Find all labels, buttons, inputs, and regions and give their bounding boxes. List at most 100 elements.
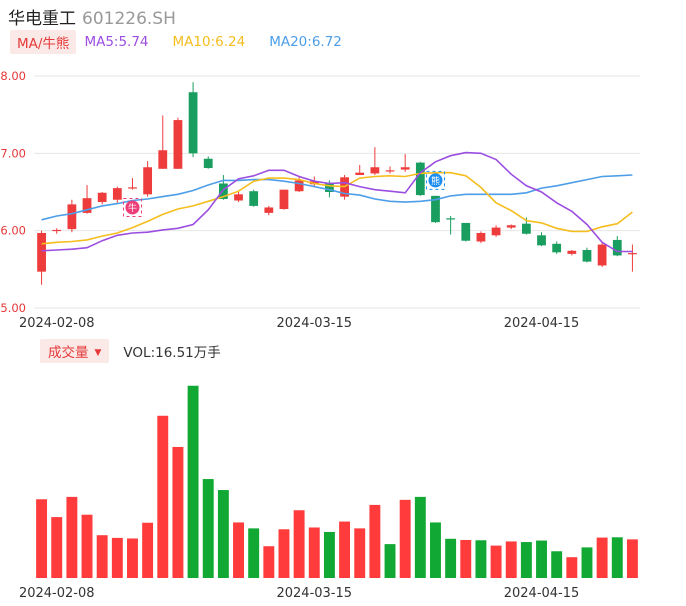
candle-body (325, 182, 334, 192)
candle-body (264, 207, 274, 213)
volume-indicator-dropdown[interactable]: 成交量 ▼ (40, 339, 110, 363)
candle-body (37, 232, 46, 272)
y-tick-label: 8.00 (0, 69, 26, 83)
volume-bar (384, 544, 396, 578)
volume-bar (142, 522, 154, 578)
stock-code: 601226.SH (82, 9, 176, 29)
x-tick-label: 2024-02-08 (19, 316, 95, 331)
candle-body (612, 239, 622, 256)
volume-bar (66, 496, 78, 578)
volume-bar (187, 385, 199, 578)
volume-bar (581, 547, 593, 578)
candle-body (279, 189, 289, 210)
volume-bar (233, 522, 244, 578)
candle-body (476, 232, 486, 242)
candle-body (67, 204, 77, 230)
candle-body (385, 170, 395, 172)
volume-bar (217, 490, 229, 578)
candle-body (446, 218, 456, 220)
candle-body (537, 235, 546, 246)
candle-body (567, 250, 577, 254)
candle-body (355, 172, 365, 175)
candle-body (521, 223, 531, 234)
volume-bar (308, 527, 320, 578)
volume-bar (81, 514, 93, 578)
candle-body (628, 253, 637, 255)
candle-body (431, 195, 440, 223)
y-tick-label: 7.00 (0, 146, 26, 160)
volume-bar (611, 537, 623, 578)
volume-x-tick-label: 2024-04-15 (504, 586, 580, 601)
stock-title: 华电重工 601226.SH (8, 4, 176, 29)
y-tick-label: 5.00 (0, 301, 26, 315)
candle-body (188, 92, 198, 154)
volume-bar (490, 545, 502, 578)
volume-legend: 成交量 ▼ VOL:16.51万手 (40, 339, 221, 363)
volume-bar (278, 529, 290, 578)
candle-body (506, 225, 516, 228)
candle-body (582, 250, 592, 262)
ma-toggle-button[interactable]: MA/牛熊 (10, 30, 77, 54)
candle-body (234, 194, 243, 201)
volume-bar (551, 551, 563, 578)
svg-text:牛: 牛 (128, 202, 137, 214)
volume-bar (293, 510, 305, 578)
volume-value: VOL:16.51万手 (123, 345, 221, 361)
volume-bar (566, 557, 578, 578)
ma20-line (41, 174, 633, 221)
candle-body (97, 192, 107, 203)
candle-body (218, 183, 228, 199)
candle-body (128, 187, 137, 189)
svg-text:熊: 熊 (431, 175, 440, 187)
x-tick-label: 2024-03-15 (276, 316, 352, 331)
candle-body (203, 158, 213, 169)
volume-bar (96, 535, 108, 578)
candle-body (552, 243, 562, 253)
candle-body (415, 162, 425, 196)
volume-bar (339, 521, 351, 578)
candle-body (82, 198, 92, 213)
volume-bar (354, 528, 366, 578)
candle-body (158, 150, 168, 169)
caret-down-icon: ▼ (94, 348, 102, 358)
candle-body (52, 229, 62, 232)
candle-body (491, 227, 501, 236)
volume-bar (323, 531, 335, 578)
bull-marker-icon: 牛 (122, 197, 142, 217)
candle-body (400, 167, 410, 170)
volume-bar (248, 528, 260, 578)
volume-bar (414, 496, 426, 578)
candle-body (294, 180, 304, 192)
volume-bar (505, 541, 517, 578)
volume-x-tick-label: 2024-02-08 (19, 586, 95, 601)
candle-body (370, 167, 380, 174)
stock-name: 华电重工 (8, 9, 76, 29)
ma10-label: MA10:6.24 (172, 34, 246, 50)
volume-bar (36, 499, 48, 578)
volume-x-tick-label: 2024-03-15 (276, 586, 352, 601)
volume-bar (460, 539, 472, 578)
ma5-label: MA5:5.74 (84, 34, 149, 50)
volume-bar (172, 446, 184, 578)
volume-bar (596, 537, 608, 578)
candle-body (249, 191, 259, 206)
volume-bar (430, 522, 441, 578)
candle-body (112, 188, 122, 200)
volume-bar (263, 546, 275, 578)
ma10-line (41, 171, 633, 245)
ma5-line (41, 151, 633, 253)
volume-bar (111, 537, 123, 578)
candle-body (461, 222, 471, 241)
bear-marker-icon: 熊 (425, 170, 445, 190)
volume-indicator-label: 成交量 (48, 345, 89, 361)
candle-body (173, 120, 183, 169)
y-tick-label: 6.00 (0, 224, 26, 238)
x-tick-label: 2024-04-15 (504, 316, 580, 331)
candle-body (143, 167, 153, 195)
candle-body (597, 244, 607, 266)
ma20-label: MA20:6.72 (269, 34, 342, 50)
volume-bar (520, 542, 532, 578)
volume-bar (399, 499, 411, 578)
volume-bar (202, 479, 214, 578)
